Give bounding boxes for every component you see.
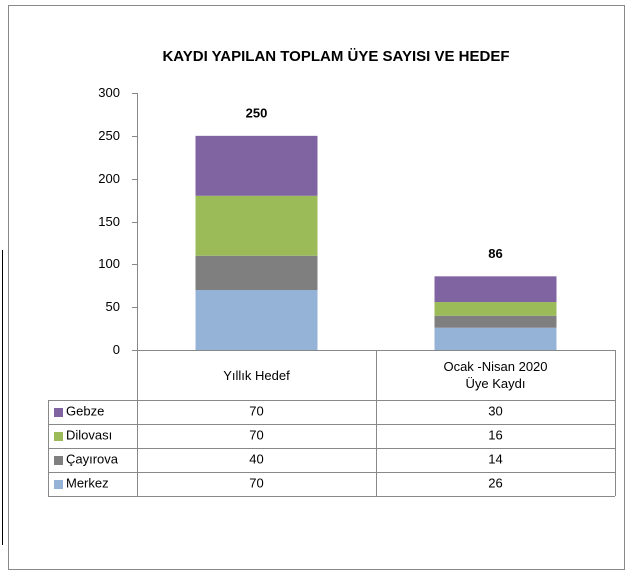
table-value: 14 <box>488 451 502 466</box>
table-value: 40 <box>249 451 263 466</box>
y-tick-label: 0 <box>113 342 120 357</box>
table-value: 30 <box>488 403 502 418</box>
bar-segment <box>195 290 318 350</box>
table-value: 26 <box>488 475 502 490</box>
bar-segment <box>434 315 557 328</box>
table-value: 70 <box>249 403 263 418</box>
legend-label: Çayırova <box>66 451 119 466</box>
table-value: 16 <box>488 427 502 442</box>
table-value: 70 <box>249 475 263 490</box>
bar-segment <box>195 195 318 256</box>
y-tick-label: 100 <box>98 256 120 271</box>
legend-key <box>54 432 63 441</box>
y-tick-label: 250 <box>98 128 120 143</box>
category-label: Ocak -Nisan 2020 Üye Kaydı <box>443 359 548 391</box>
bar-segment <box>434 327 557 350</box>
legend-label: Merkez <box>66 475 109 490</box>
table-value: 70 <box>249 427 263 442</box>
y-tick-label: 200 <box>98 171 120 186</box>
legend-key <box>54 480 63 489</box>
legend-label: Gebze <box>66 403 104 418</box>
category-label: Yıllık Hedef <box>223 367 290 383</box>
bar-segment <box>434 276 557 303</box>
chart-frame <box>8 5 625 570</box>
chart-title: KAYDI YAPILAN TOPLAM ÜYE SAYISI VE HEDEF <box>162 48 509 65</box>
y-tick-label: 150 <box>98 214 120 229</box>
y-tick-label: 300 <box>98 85 120 100</box>
bar-segment <box>195 255 318 291</box>
legend-key <box>54 456 63 465</box>
legend-key <box>54 408 63 417</box>
bar-segment <box>195 135 318 196</box>
y-tick-label: 50 <box>106 299 120 314</box>
total-label: 250 <box>246 105 268 120</box>
legend-label: Dilovası <box>66 427 112 442</box>
bar-segment <box>434 302 557 316</box>
total-label: 86 <box>488 246 502 261</box>
